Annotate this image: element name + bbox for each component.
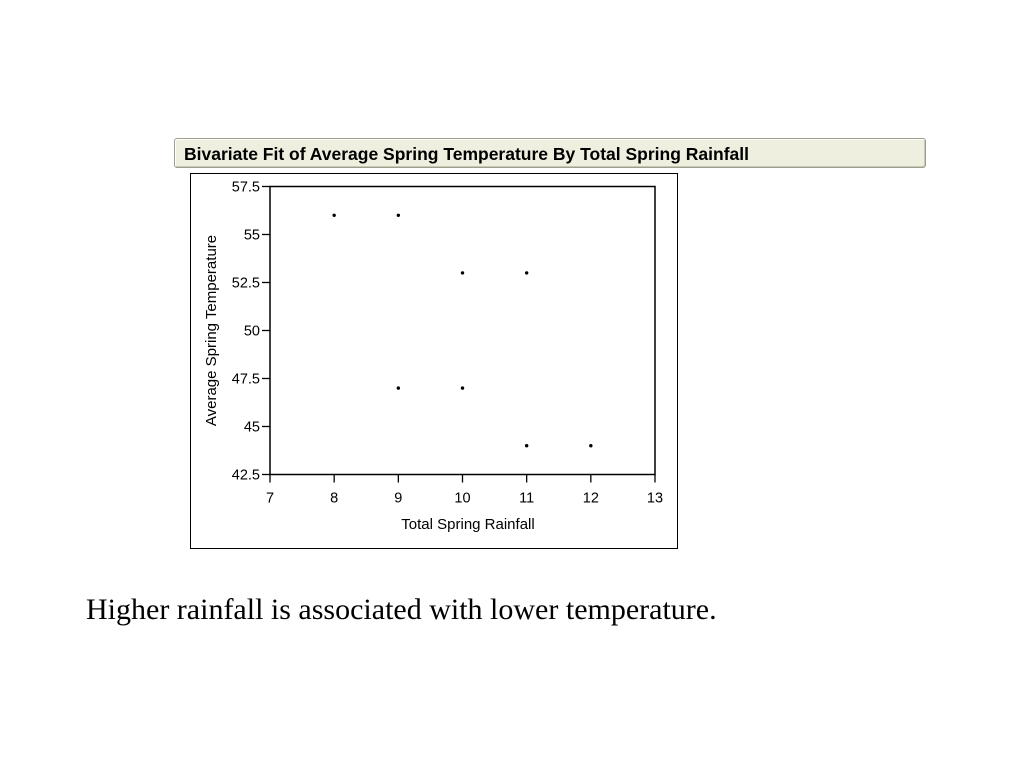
scatter-plot: 42.5 45 47.5 50 52.5 55 57.5 7 8 9 10 11 12 13 Total… [203,180,663,534]
data-point [460,386,465,390]
data-point [589,444,593,448]
x-tick-label: 9 [394,491,402,507]
chart-frame [190,173,678,549]
x-tick-label: 8 [330,491,338,507]
plot-area [269,185,656,476]
y-tick-label: 52.5 [232,276,260,292]
x-tick-label: 10 [454,491,470,507]
x-axis: 7 8 9 10 11 12 13 [266,474,663,507]
y-axis-label: Average Spring Temperature [203,235,220,426]
x-tick-label: 7 [266,491,274,507]
data-points [332,213,593,448]
data-point [524,271,529,275]
caption-text: Higher rainfall is associated with lower… [86,593,717,626]
data-point [460,271,465,275]
x-tick-label: 11 [519,491,534,507]
y-tick-label: 47.5 [232,372,260,388]
y-tick-label: 42.5 [232,468,260,484]
data-point [524,444,529,448]
y-tick-label: 45 [244,420,260,436]
x-tick-label: 13 [647,491,663,507]
x-tick-label: 12 [583,491,599,507]
y-tick-label: 50 [244,324,260,340]
report-title: Bivariate Fit of Average Spring Temperat… [184,144,749,164]
data-point [332,213,336,217]
y-tick-label: 57.5 [232,180,260,196]
data-point [396,386,401,390]
y-axis: 42.5 45 47.5 50 52.5 55 57.5 [232,180,270,484]
x-axis-label: Total Spring Rainfall [401,516,534,533]
report-title-bar[interactable]: Bivariate Fit of Average Spring Temperat… [174,138,926,168]
y-tick-label: 55 [244,228,260,244]
data-point [396,213,401,217]
